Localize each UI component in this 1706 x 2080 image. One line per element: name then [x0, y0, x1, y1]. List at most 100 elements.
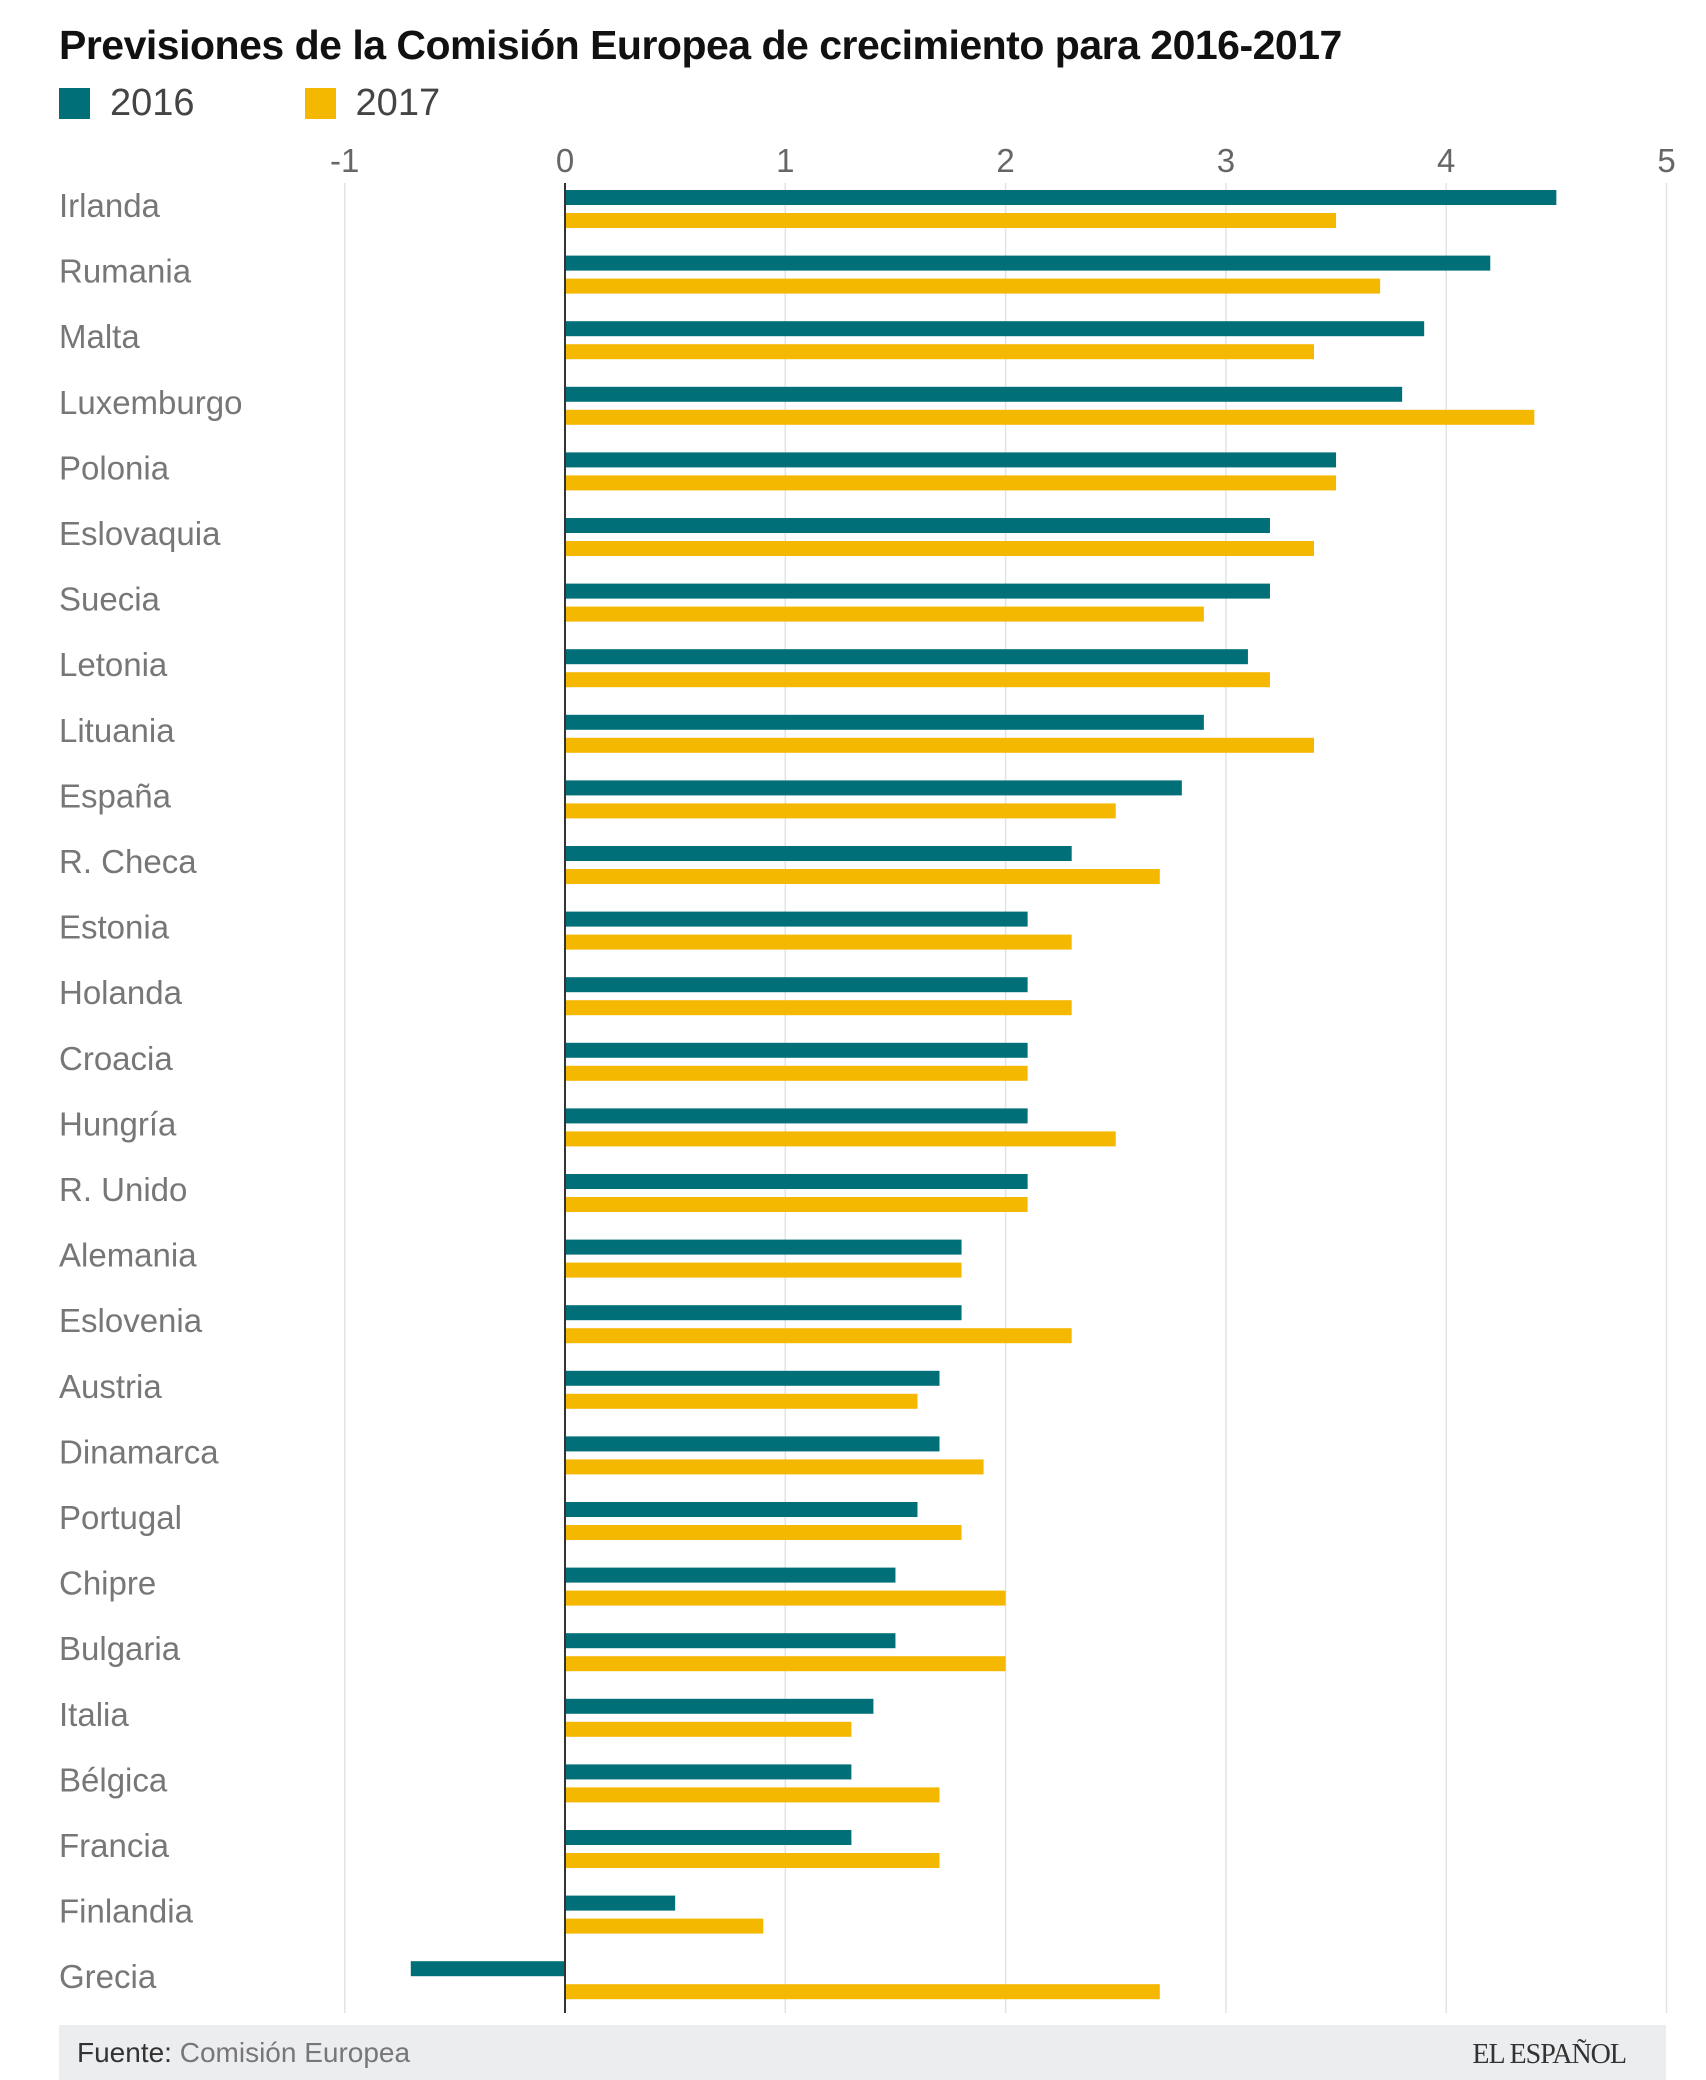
- bar-2016: [565, 780, 1182, 796]
- bar-2017: [565, 1918, 764, 1934]
- category-label: Grecia: [59, 1958, 157, 1995]
- category-label: Luxemburgo: [59, 384, 242, 421]
- category-label: Rumania: [59, 253, 192, 290]
- x-tick-label: 4: [1437, 142, 1455, 179]
- bar-2016: [565, 518, 1270, 533]
- bar-2017: [565, 1590, 1006, 1606]
- bar-2017: [565, 1328, 1072, 1344]
- source-label: Fuente:: [77, 2037, 172, 2068]
- category-label: Chipre: [59, 1565, 156, 1602]
- bar-2017: [565, 606, 1204, 622]
- bar-2016: [565, 911, 1028, 927]
- legend-swatch-2016: [59, 88, 90, 119]
- category-label: Finlandia: [59, 1893, 194, 1930]
- bar-2017: [565, 1197, 1028, 1212]
- bar-2017: [565, 409, 1535, 425]
- bar-2017: [565, 1393, 918, 1409]
- bar-2016: [565, 649, 1248, 665]
- bar-2017: [565, 803, 1116, 819]
- bar-2017: [565, 1262, 962, 1278]
- bar-2017: [565, 1000, 1072, 1016]
- category-label: Holanda: [59, 974, 183, 1011]
- category-label: Lituania: [59, 712, 175, 749]
- bar-2016: [565, 1436, 940, 1452]
- source-note: Fuente: Comisión Europea: [77, 2037, 410, 2069]
- x-tick-label: 5: [1657, 142, 1675, 179]
- bar-2016: [565, 1895, 676, 1911]
- bar-2016: [565, 1633, 896, 1649]
- bar-2017: [565, 1131, 1116, 1147]
- bar-2017: [565, 213, 1337, 228]
- bar-2017: [565, 1459, 984, 1475]
- x-tick-label: 2: [996, 142, 1014, 179]
- bar-2016: [410, 1961, 565, 1977]
- bar-2017: [565, 1787, 940, 1803]
- category-label: Alemania: [59, 1237, 197, 1274]
- bar-2017: [565, 1984, 1160, 2000]
- bar-chart: -1 0 1 2 3 4 5 Irlanda Rumania Malta Luxemburgo Pol…: [59, 142, 1676, 2013]
- bar-2016: [565, 1042, 1028, 1058]
- category-label: Eslovaquia: [59, 515, 221, 552]
- bar-2017: [565, 672, 1270, 688]
- bar-2017: [565, 475, 1337, 491]
- source-text: Comisión Europea: [179, 2037, 411, 2068]
- bar-2016: [565, 1830, 852, 1845]
- bar-2016: [565, 977, 1028, 993]
- category-label: R. Checa: [59, 843, 197, 880]
- category-label: Bélgica: [59, 1761, 168, 1798]
- bar-2017: [565, 278, 1381, 294]
- bar-2017: [565, 869, 1160, 884]
- x-tick-label: 1: [776, 142, 794, 179]
- bar-2016: [565, 1370, 940, 1386]
- bar-2017: [565, 1065, 1028, 1081]
- bar-2016: [565, 1239, 962, 1255]
- bar-2016: [565, 1502, 918, 1517]
- legend-item-2016: 2016: [59, 82, 195, 125]
- bar-2017: [565, 1721, 852, 1737]
- bar-2017: [565, 541, 1315, 556]
- category-label: Irlanda: [59, 187, 161, 224]
- category-label: Estonia: [59, 909, 170, 946]
- bar-2017: [565, 344, 1315, 360]
- bar-2017: [565, 934, 1072, 950]
- bar-2016: [565, 1174, 1028, 1189]
- category-label: Austria: [59, 1368, 162, 1405]
- bar-2016: [565, 190, 1557, 205]
- legend-item-2017: 2017: [304, 82, 441, 125]
- bar-2016: [565, 1108, 1028, 1124]
- category-label: Portugal: [59, 1499, 182, 1536]
- bar-2017: [565, 1656, 1006, 1672]
- bar-2017: [565, 1525, 962, 1540]
- category-label: Francia: [59, 1827, 170, 1864]
- bar-2017: [565, 1853, 940, 1868]
- chart-title: Previsiones de la Comisión Europea de cr…: [59, 22, 1342, 68]
- x-tick-label: 3: [1217, 142, 1235, 179]
- bar-2016: [565, 583, 1270, 599]
- category-label: Suecia: [59, 581, 161, 618]
- category-label: R. Unido: [59, 1171, 187, 1208]
- legend-label-2017: 2017: [355, 82, 441, 124]
- bar-2016: [565, 255, 1491, 271]
- category-label: Italia: [59, 1696, 129, 1733]
- bar-2017: [565, 737, 1315, 753]
- bar-2016: [565, 1764, 852, 1780]
- category-label: Eslovenia: [59, 1302, 203, 1339]
- x-tick-label: -1: [330, 142, 359, 179]
- bar-2016: [565, 386, 1403, 402]
- legend-swatch-2017: [304, 88, 336, 119]
- bar-2016: [565, 1567, 896, 1583]
- x-tick-label: 0: [556, 142, 574, 179]
- legend: 2016 2017: [59, 82, 550, 125]
- category-label: Letonia: [59, 646, 168, 683]
- bar-2016: [565, 452, 1337, 468]
- footer: Fuente: Comisión Europea EL ESPAÑOL: [59, 2025, 1666, 2080]
- category-label: Malta: [59, 318, 140, 355]
- category-label: Dinamarca: [59, 1433, 219, 1470]
- el-espanol-logo: EL ESPAÑOL: [1472, 2039, 1627, 2070]
- legend-label-2016: 2016: [110, 82, 195, 124]
- category-label: Bulgaria: [59, 1630, 181, 1667]
- bar-2016: [565, 846, 1072, 861]
- category-label: Croacia: [59, 1040, 173, 1077]
- bar-2016: [565, 1698, 874, 1714]
- bar-2016: [565, 714, 1204, 730]
